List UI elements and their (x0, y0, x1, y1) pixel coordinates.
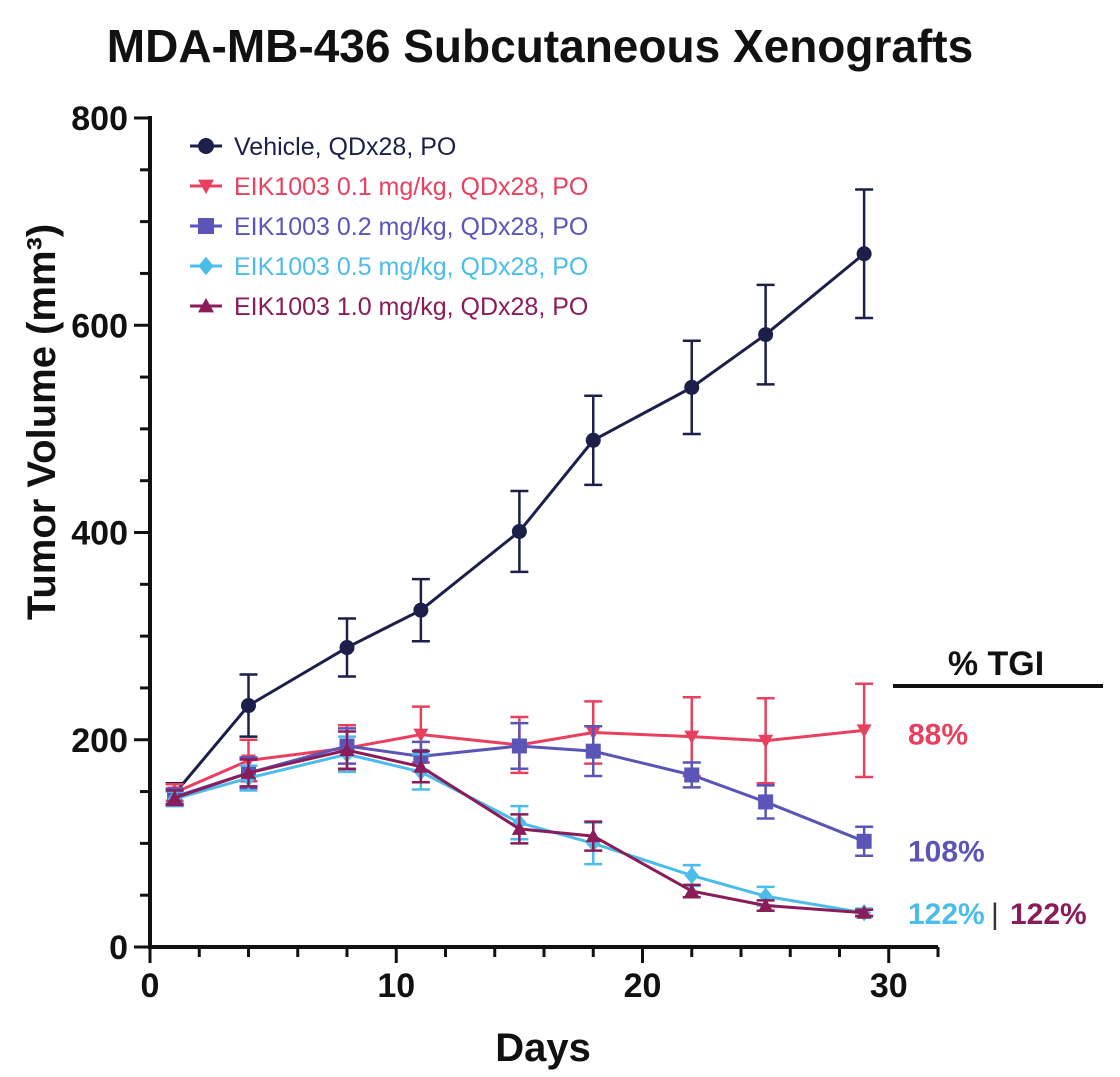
legend-marker (198, 218, 214, 234)
tgi-value: 122% (908, 898, 985, 931)
legend-label: EIK1003 0.2 mg/kg, QDx28, PO (234, 213, 588, 241)
data-point (241, 698, 256, 714)
data-point (856, 833, 872, 849)
y-tick-label: 600 (71, 307, 128, 345)
data-point (684, 379, 700, 395)
legend-marker (198, 138, 214, 154)
legend-marker (198, 256, 214, 276)
data-point (758, 898, 774, 912)
data-point (413, 728, 429, 743)
data-point (413, 602, 429, 618)
data-point (413, 759, 429, 773)
legend-entry: Vehicle, QDx28, PO (190, 133, 456, 161)
data-point (511, 523, 527, 539)
tgi-value: | (991, 898, 999, 931)
y-tick-label: 800 (71, 100, 128, 138)
legend-marker (198, 179, 214, 194)
legend-label: EIK1003 1.0 mg/kg, QDx28, PO (234, 293, 588, 321)
y-tick-label: 400 (71, 515, 128, 553)
data-point (684, 730, 700, 745)
data-point (856, 246, 872, 262)
legend-marker (198, 298, 214, 313)
x-tick-label: 0 (141, 967, 160, 1005)
y-tick-label: 0 (109, 929, 128, 967)
legend-entry: EIK1003 0.2 mg/kg, QDx28, PO (190, 213, 588, 241)
tgi-value: 108% (908, 836, 985, 869)
legend: Vehicle, QDx28, PO EIK1003 0.1 mg/kg, QDx… (190, 133, 588, 321)
data-point (758, 734, 774, 749)
legend-entry: EIK1003 0.5 mg/kg, QDx28, PO (190, 253, 588, 281)
x-tick-label: 20 (624, 967, 662, 1005)
data-point (511, 738, 527, 754)
data-point (339, 640, 355, 656)
y-axis-title: Tumor Volume (mm³) (20, 224, 64, 620)
data-point (511, 821, 527, 835)
data-point (758, 327, 774, 343)
tgi-value: 88% (908, 719, 968, 752)
data-point (684, 767, 700, 783)
legend-entry: EIK1003 0.1 mg/kg, QDx28, PO (190, 173, 588, 201)
x-tick-label: 30 (870, 967, 908, 1005)
data-point (585, 828, 601, 843)
data-point (684, 866, 699, 885)
chart-title: MDA-MB-436 Subcutaneous Xenografts (107, 20, 973, 72)
data-point (339, 742, 355, 757)
series-5 (165, 730, 874, 919)
tgi-header: % TGI (948, 645, 1044, 683)
data-point (758, 794, 774, 810)
data-point (241, 765, 256, 779)
data-point (167, 790, 183, 804)
legend-entry: EIK1003 1.0 mg/kg, QDx28, PO (190, 293, 588, 321)
data-point (856, 724, 872, 738)
tgi-value: 122% (1010, 898, 1087, 931)
plot-area (165, 188, 874, 922)
legend-label: EIK1003 0.5 mg/kg, QDx28, PO (234, 253, 588, 281)
legend-label: EIK1003 0.1 mg/kg, QDx28, PO (234, 173, 588, 201)
series-1 (165, 188, 874, 806)
data-point (856, 905, 872, 919)
axes: 0 200 400 600 800 0 10 20 30 (71, 100, 940, 1005)
data-point (585, 743, 601, 759)
data-point (585, 432, 601, 448)
y-tick-label: 200 (71, 722, 128, 760)
x-axis-title: Days (495, 1026, 591, 1070)
tgi-annotations: % TGI 88%108%122% | 122% (893, 645, 1103, 931)
data-point (684, 883, 700, 898)
legend-label: Vehicle, QDx28, PO (234, 133, 456, 161)
x-tick-label: 10 (377, 967, 415, 1005)
